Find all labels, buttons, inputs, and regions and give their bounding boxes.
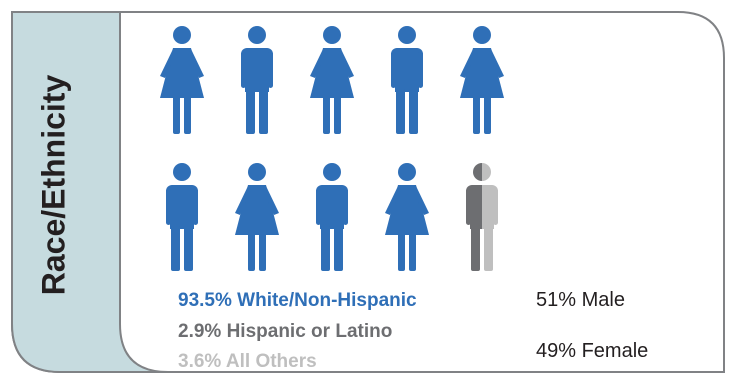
person-icon-female	[235, 163, 279, 271]
legend-all-others: 3.6% All Others	[178, 351, 317, 372]
side-title: Race/Ethnicity	[35, 74, 72, 296]
legend-white-non-hispanic: 93.5% White/Non-Hispanic	[178, 290, 417, 311]
side-tab	[11, 11, 169, 373]
person-icon-male	[466, 163, 498, 271]
male-percentage-label: 51% Male	[536, 289, 625, 311]
person-icon-female	[385, 163, 429, 271]
person-icon-male	[316, 163, 348, 271]
legend-hispanic-or-latino: 2.9% Hispanic or Latino	[178, 321, 393, 342]
person-icon-female	[460, 26, 504, 134]
person-icon-male	[391, 26, 423, 134]
person-icon-male	[166, 163, 198, 271]
person-icon-female	[160, 26, 204, 134]
person-icon-female	[310, 26, 354, 134]
person-icons	[160, 26, 504, 271]
female-percentage-label: 49% Female	[536, 340, 649, 362]
person-icon-male	[241, 26, 273, 134]
